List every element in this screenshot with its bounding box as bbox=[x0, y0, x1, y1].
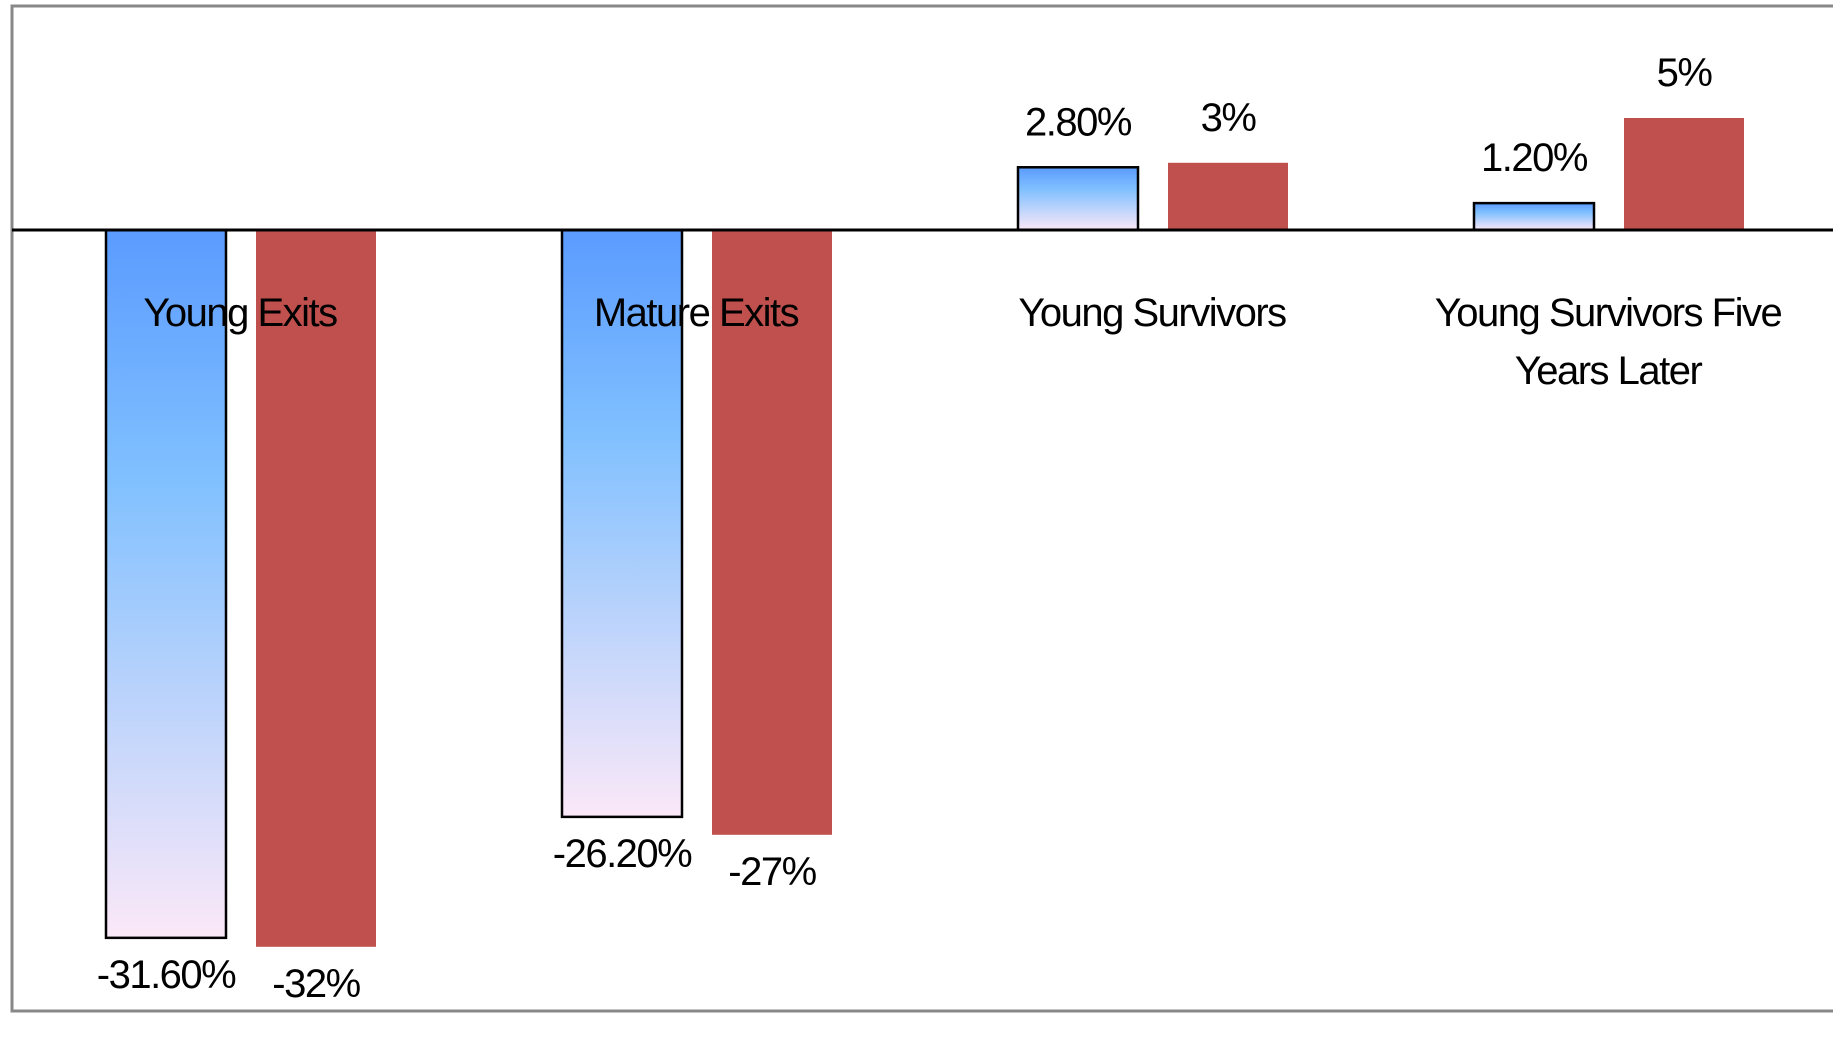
category-label: Mature Exits bbox=[593, 291, 800, 335]
bar bbox=[1016, 166, 1140, 232]
category-label: Young Survivors bbox=[1018, 291, 1287, 335]
bar bbox=[104, 228, 228, 940]
value-label: 5% bbox=[1657, 51, 1713, 95]
bar bbox=[1168, 162, 1288, 230]
value-label: 1.20% bbox=[1481, 136, 1588, 180]
bar bbox=[712, 230, 832, 835]
value-label: -31.60% bbox=[97, 953, 236, 997]
value-label: -32% bbox=[272, 962, 360, 1006]
value-label: -26.20% bbox=[553, 832, 692, 876]
value-label: 2.80% bbox=[1025, 100, 1132, 144]
bar bbox=[560, 228, 684, 819]
bar bbox=[1624, 118, 1744, 230]
value-label: 3% bbox=[1201, 96, 1257, 140]
value-label: -27% bbox=[728, 850, 816, 894]
category-label: Young Survivors Five Years Later bbox=[1434, 291, 1783, 393]
chart-border bbox=[10, 4, 1833, 1013]
bar bbox=[256, 230, 376, 947]
category-label: Young Exits bbox=[143, 291, 338, 335]
bar bbox=[1472, 201, 1596, 232]
